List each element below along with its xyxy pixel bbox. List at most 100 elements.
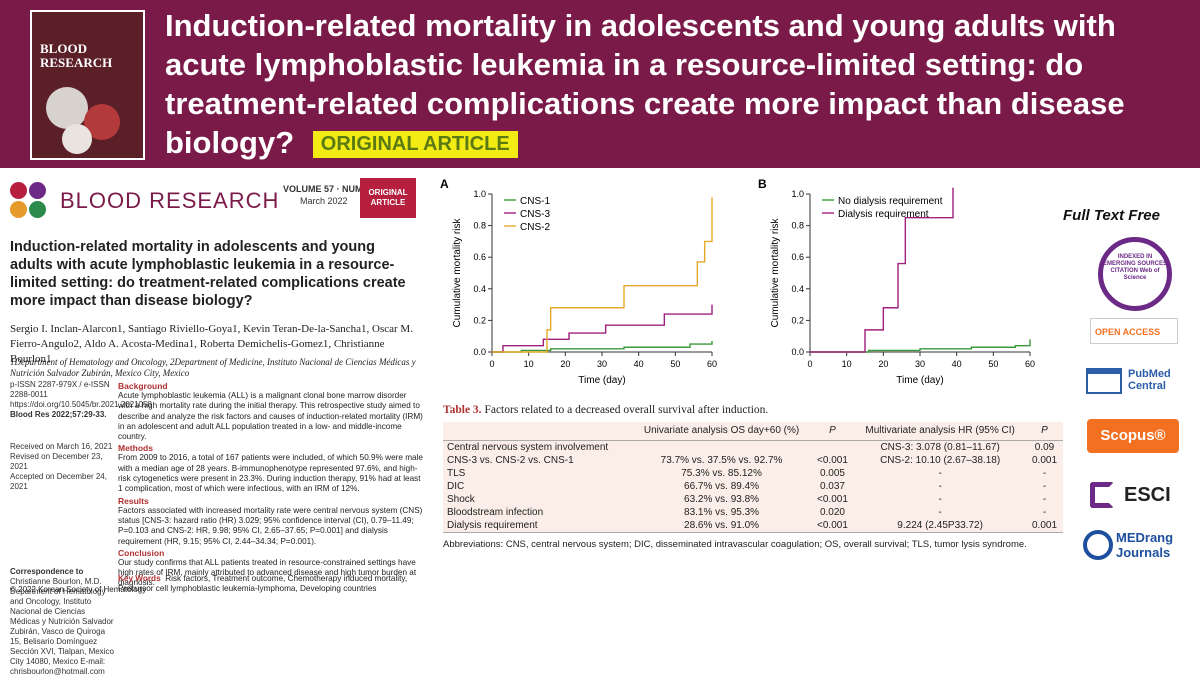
issn: p-ISSN 2287-979X / e-ISSN 2288-0011 [10, 380, 110, 399]
table-row: Central nervous system involvement CNS-3:… [443, 441, 1063, 455]
table-cell: TLS [447, 468, 466, 479]
table-header-cell: Multivariate analysis HR (95% CI) [854, 422, 1027, 441]
open-access-logo: OPEN ACCESS [1090, 318, 1178, 344]
table-cell: 0.020 [819, 507, 845, 518]
series-line [492, 340, 713, 353]
x-tick-label: 50 [670, 359, 680, 369]
table-cell: CNS-3 vs. CNS-2 vs. CNS-1 [447, 455, 574, 466]
table-cell: - [1042, 494, 1047, 505]
revised-date: Revised on December 23, 2021 [10, 452, 103, 471]
table-caption: Factors related to a decreased overall s… [484, 404, 769, 416]
table-cell: 0.001 [1031, 520, 1058, 531]
keywords: Key Words Risk factors, Treatment outcom… [118, 574, 423, 594]
x-tick-label: 10 [842, 359, 852, 369]
table-row: Dialysis requirement 28.6% vs. 91.0% <0.00… [443, 519, 1063, 532]
table-cell: - [1042, 481, 1047, 492]
table-cell: 75.3% vs. 85.12% [681, 468, 762, 479]
table-cell: 0.09 [1034, 442, 1055, 453]
paper-title: Induction-related mortality in adolescen… [10, 239, 406, 309]
copyright: © 2022 Korean Society of Hematology [10, 585, 147, 594]
table-cell: - [938, 494, 942, 505]
table-cell: <0.001 [817, 455, 848, 466]
table-cell: - [1042, 507, 1047, 518]
esci-label: ESCI [1124, 484, 1171, 506]
table-row: TLS 75.3% vs. 85.12% 0.005 - - [443, 467, 1063, 480]
abstract-heading-results: Results [118, 495, 149, 506]
x-axis-label: Time (day) [578, 375, 625, 386]
table-cell: Shock [447, 494, 475, 505]
paper-authors: Sergio I. Inclan-Alarcon1, Santiago Rivi… [10, 323, 413, 365]
abstract-methods: From 2009 to 2016, a total of 167 patien… [118, 453, 423, 494]
panel-label: B [758, 177, 767, 191]
esci-index-badge: INDEXED IN EMERGING SOURCES CITATION Web… [1098, 237, 1172, 311]
volume-info: VOLUME 57 · NUMBER 1 [283, 184, 390, 194]
table-header-cell [443, 422, 633, 441]
doi-link[interactable]: https://doi.org/10.5045/br.2021.2021058 [10, 400, 152, 409]
banner-title-block: Induction-related mortality in adolescen… [165, 6, 1185, 162]
keywords-text: Risk factors, Treatment outcome, Chemoth… [118, 574, 408, 593]
table-header-cell: P [810, 422, 855, 441]
table-cell: - [938, 468, 942, 479]
panel-label: A [440, 177, 449, 191]
table-label: Table 3. [443, 404, 482, 416]
x-tick-label: 60 [707, 359, 717, 369]
x-tick-label: 40 [952, 359, 962, 369]
table-row: DIC 66.7% vs. 89.4% 0.037 - - [443, 480, 1063, 493]
x-tick-label: 50 [988, 359, 998, 369]
accepted-date: Accepted on December 24, 2021 [10, 472, 107, 491]
keywords-label: Key Words [118, 574, 161, 583]
x-tick-label: 60 [1025, 359, 1035, 369]
table-row: Shock 63.2% vs. 93.8% <0.001 - - [443, 493, 1063, 506]
abstract-conclusion: Our study confirms that ALL patients tre… [118, 557, 417, 588]
table-cell: Central nervous system involvement [447, 442, 609, 453]
banner-title: Induction-related mortality in adolescen… [165, 8, 1125, 160]
series-line [810, 339, 1031, 353]
y-tick-label: 1.0 [791, 189, 804, 199]
table-cell: - [938, 507, 942, 518]
y-tick-label: 1.0 [473, 189, 486, 199]
esci-logo: ESCI [1090, 482, 1180, 512]
abstract-background: Acute lymphoblastic leukemia (ALL) is a … [118, 391, 423, 442]
article-type-tag: ORIGINAL ARTICLE [360, 178, 416, 218]
series-line [492, 197, 713, 353]
cover-label: BLOOD RESEARCH [40, 41, 113, 70]
table-cell: 83.1% vs. 95.3% [684, 507, 760, 518]
abstract-heading-conclusion: Conclusion [118, 547, 165, 558]
table-cell [811, 441, 855, 455]
table-cell: Bloodstream infection [447, 507, 544, 518]
table-cell: <0.001 [817, 494, 848, 505]
y-tick-label: 0.6 [791, 252, 804, 262]
y-tick-label: 0.2 [473, 315, 486, 325]
citation: Blood Res 2022;57:29-33. [10, 410, 107, 419]
table-cell: Dialysis requirement [447, 520, 538, 531]
x-tick-label: 20 [878, 359, 888, 369]
table-row: CNS-3 vs. CNS-2 vs. CNS-1 73.7% vs. 37.5%… [443, 454, 1063, 467]
abstract-heading-methods: Methods [118, 443, 153, 454]
x-tick-label: 20 [560, 359, 570, 369]
table-cell: 0.001 [1031, 455, 1058, 466]
abstract-results: Factors associated with increased mortal… [118, 505, 423, 546]
x-tick-label: 10 [524, 359, 534, 369]
table-cell: CNS-2: 10.10 (2.67–38.18) [880, 455, 1001, 466]
journal-cover: BLOOD RESEARCH [30, 10, 145, 160]
table-abbreviations: Abbreviations: CNS, central nervous syst… [443, 532, 1063, 550]
pubmed-central-logo: PubMed Central [1086, 364, 1182, 398]
legend-label: No dialysis requirement [838, 196, 943, 207]
table-cell: 66.7% vs. 89.4% [684, 481, 760, 492]
table-cell: - [938, 481, 942, 492]
legend-label: CNS-2 [520, 222, 550, 233]
journal-logo-icon [10, 182, 50, 222]
chart-panel-b: B 0.0 0.2 0.4 0.6 0.8 1.0 0 10 20 30 40 50 60 Time (da… [758, 177, 1035, 386]
medrang-label: MEDrang Journals [1116, 530, 1174, 560]
y-tick-label: 0.6 [473, 252, 486, 262]
abstract-heading-background: Background [118, 381, 168, 391]
table-cell: 63.2% vs. 93.8% [684, 494, 760, 505]
abstract: Background Acute lymphoblastic leukemia … [118, 380, 423, 589]
y-tick-label: 0.0 [791, 347, 804, 357]
article-metadata: p-ISSN 2287-979X / e-ISSN 2288-0011 http… [10, 380, 152, 677]
table-cell: <0.001 [817, 520, 848, 531]
legend-label: Dialysis requirement [838, 209, 929, 220]
open-access-text: OPEN ACCESS [1095, 327, 1161, 337]
pubmed-building-icon [1086, 368, 1122, 394]
x-tick-label: 30 [915, 359, 925, 369]
